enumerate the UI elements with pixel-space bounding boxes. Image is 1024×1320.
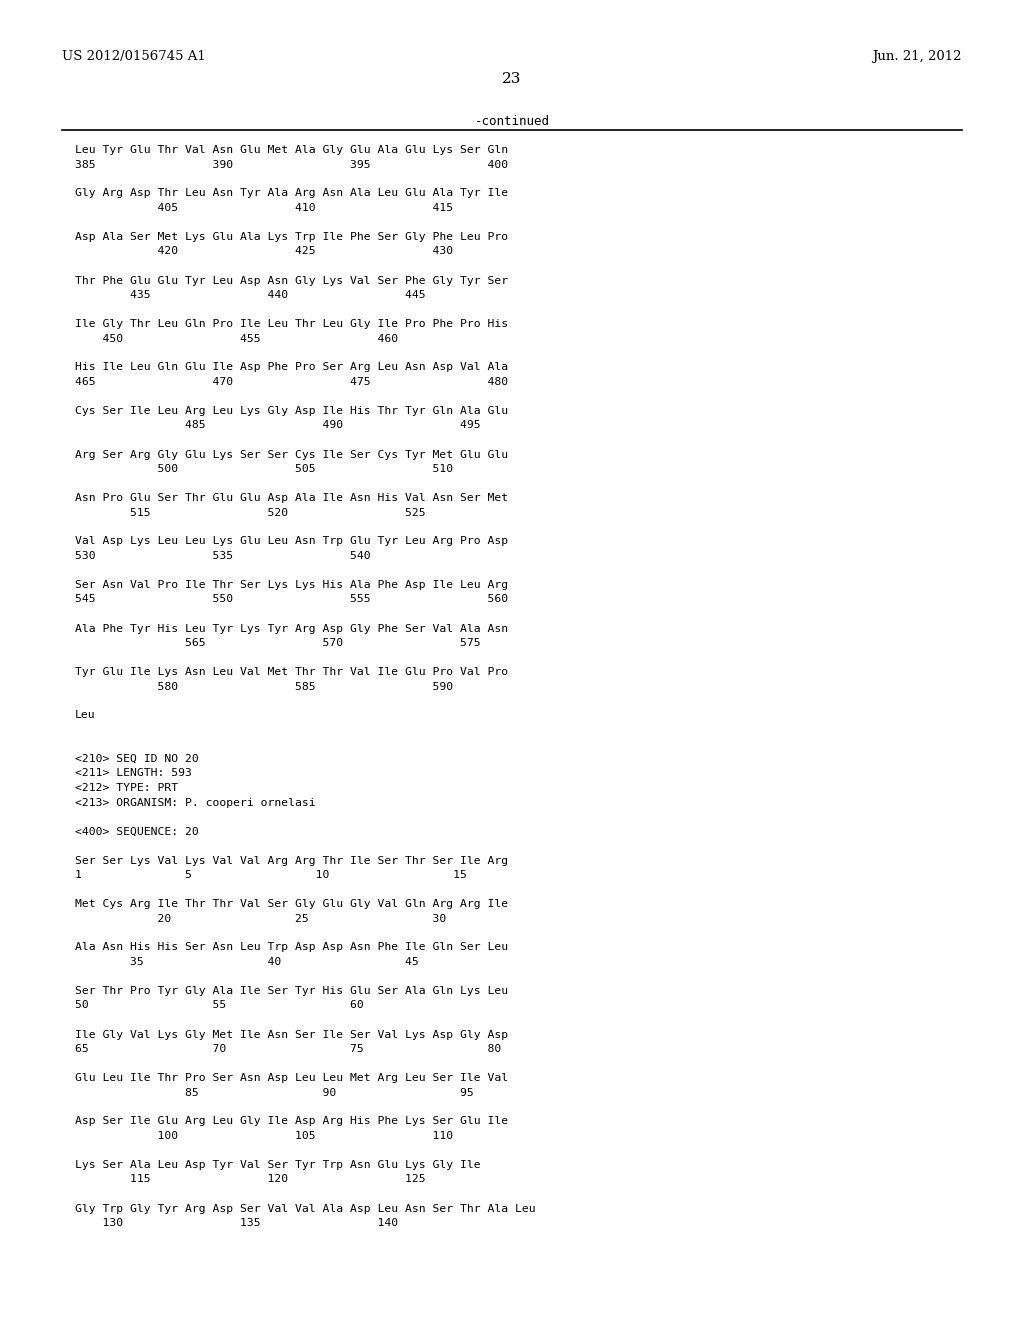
Text: <210> SEQ ID NO 20: <210> SEQ ID NO 20 [75, 754, 199, 764]
Text: 565                 570                 575: 565 570 575 [75, 638, 480, 648]
Text: Asp Ala Ser Met Lys Glu Ala Lys Trp Ile Phe Ser Gly Phe Leu Pro: Asp Ala Ser Met Lys Glu Ala Lys Trp Ile … [75, 232, 508, 242]
Text: 485                 490                 495: 485 490 495 [75, 421, 480, 430]
Text: Val Asp Lys Leu Leu Lys Glu Leu Asn Trp Glu Tyr Leu Arg Pro Asp: Val Asp Lys Leu Leu Lys Glu Leu Asn Trp … [75, 536, 508, 546]
Text: Leu Tyr Glu Thr Val Asn Glu Met Ala Gly Glu Ala Glu Lys Ser Gln: Leu Tyr Glu Thr Val Asn Glu Met Ala Gly … [75, 145, 508, 154]
Text: 20                  25                  30: 20 25 30 [75, 913, 446, 924]
Text: 1               5                  10                  15: 1 5 10 15 [75, 870, 467, 880]
Text: Asp Ser Ile Glu Arg Leu Gly Ile Asp Arg His Phe Lys Ser Glu Ile: Asp Ser Ile Glu Arg Leu Gly Ile Asp Arg … [75, 1117, 508, 1126]
Text: Ser Thr Pro Tyr Gly Ala Ile Ser Tyr His Glu Ser Ala Gln Lys Leu: Ser Thr Pro Tyr Gly Ala Ile Ser Tyr His … [75, 986, 508, 997]
Text: 65                  70                  75                  80: 65 70 75 80 [75, 1044, 502, 1053]
Text: Ala Asn His His Ser Asn Leu Trp Asp Asp Asn Phe Ile Gln Ser Leu: Ala Asn His His Ser Asn Leu Trp Asp Asp … [75, 942, 508, 953]
Text: 530                 535                 540: 530 535 540 [75, 550, 371, 561]
Text: 515                 520                 525: 515 520 525 [75, 507, 426, 517]
Text: Ser Ser Lys Val Lys Val Val Arg Arg Thr Ile Ser Thr Ser Ile Arg: Ser Ser Lys Val Lys Val Val Arg Arg Thr … [75, 855, 508, 866]
Text: Ser Asn Val Pro Ile Thr Ser Lys Lys His Ala Phe Asp Ile Leu Arg: Ser Asn Val Pro Ile Thr Ser Lys Lys His … [75, 579, 508, 590]
Text: 100                 105                 110: 100 105 110 [75, 1131, 454, 1140]
Text: Glu Leu Ile Thr Pro Ser Asn Asp Leu Leu Met Arg Leu Ser Ile Val: Glu Leu Ile Thr Pro Ser Asn Asp Leu Leu … [75, 1073, 508, 1082]
Text: Lys Ser Ala Leu Asp Tyr Val Ser Tyr Trp Asn Glu Lys Gly Ile: Lys Ser Ala Leu Asp Tyr Val Ser Tyr Trp … [75, 1160, 480, 1170]
Text: <211> LENGTH: 593: <211> LENGTH: 593 [75, 768, 191, 779]
Text: Leu: Leu [75, 710, 95, 721]
Text: Asn Pro Glu Ser Thr Glu Glu Asp Ala Ile Asn His Val Asn Ser Met: Asn Pro Glu Ser Thr Glu Glu Asp Ala Ile … [75, 492, 508, 503]
Text: Met Cys Arg Ile Thr Thr Val Ser Gly Glu Gly Val Gln Arg Arg Ile: Met Cys Arg Ile Thr Thr Val Ser Gly Glu … [75, 899, 508, 909]
Text: <213> ORGANISM: P. cooperi ornelasi: <213> ORGANISM: P. cooperi ornelasi [75, 797, 315, 808]
Text: 130                 135                 140: 130 135 140 [75, 1218, 398, 1228]
Text: Ala Phe Tyr His Leu Tyr Lys Tyr Arg Asp Gly Phe Ser Val Ala Asn: Ala Phe Tyr His Leu Tyr Lys Tyr Arg Asp … [75, 623, 508, 634]
Text: 50                  55                  60: 50 55 60 [75, 1001, 364, 1011]
Text: 465                 470                 475                 480: 465 470 475 480 [75, 378, 508, 387]
Text: <212> TYPE: PRT: <212> TYPE: PRT [75, 783, 178, 793]
Text: Ile Gly Val Lys Gly Met Ile Asn Ser Ile Ser Val Lys Asp Gly Asp: Ile Gly Val Lys Gly Met Ile Asn Ser Ile … [75, 1030, 508, 1040]
Text: Gly Arg Asp Thr Leu Asn Tyr Ala Arg Asn Ala Leu Glu Ala Tyr Ile: Gly Arg Asp Thr Leu Asn Tyr Ala Arg Asn … [75, 189, 508, 198]
Text: 23: 23 [503, 73, 521, 86]
Text: Ile Gly Thr Leu Gln Pro Ile Leu Thr Leu Gly Ile Pro Phe Pro His: Ile Gly Thr Leu Gln Pro Ile Leu Thr Leu … [75, 319, 508, 329]
Text: 580                 585                 590: 580 585 590 [75, 681, 454, 692]
Text: 435                 440                 445: 435 440 445 [75, 290, 426, 300]
Text: 85                  90                  95: 85 90 95 [75, 1088, 474, 1097]
Text: 450                 455                 460: 450 455 460 [75, 334, 398, 343]
Text: Arg Ser Arg Gly Glu Lys Ser Ser Cys Ile Ser Cys Tyr Met Glu Glu: Arg Ser Arg Gly Glu Lys Ser Ser Cys Ile … [75, 450, 508, 459]
Text: US 2012/0156745 A1: US 2012/0156745 A1 [62, 50, 206, 63]
Text: Thr Phe Glu Glu Tyr Leu Asp Asn Gly Lys Val Ser Phe Gly Tyr Ser: Thr Phe Glu Glu Tyr Leu Asp Asn Gly Lys … [75, 276, 508, 285]
Text: <400> SEQUENCE: 20: <400> SEQUENCE: 20 [75, 826, 199, 837]
Text: 35                  40                  45: 35 40 45 [75, 957, 419, 968]
Text: Jun. 21, 2012: Jun. 21, 2012 [872, 50, 962, 63]
Text: 500                 505                 510: 500 505 510 [75, 465, 454, 474]
Text: -continued: -continued [474, 115, 550, 128]
Text: 420                 425                 430: 420 425 430 [75, 247, 454, 256]
Text: Tyr Glu Ile Lys Asn Leu Val Met Thr Thr Val Ile Glu Pro Val Pro: Tyr Glu Ile Lys Asn Leu Val Met Thr Thr … [75, 667, 508, 677]
Text: 115                 120                 125: 115 120 125 [75, 1175, 426, 1184]
Text: 405                 410                 415: 405 410 415 [75, 203, 454, 213]
Text: Gly Trp Gly Tyr Arg Asp Ser Val Val Ala Asp Leu Asn Ser Thr Ala Leu: Gly Trp Gly Tyr Arg Asp Ser Val Val Ala … [75, 1204, 536, 1213]
Text: His Ile Leu Gln Glu Ile Asp Phe Pro Ser Arg Leu Asn Asp Val Ala: His Ile Leu Gln Glu Ile Asp Phe Pro Ser … [75, 363, 508, 372]
Text: Cys Ser Ile Leu Arg Leu Lys Gly Asp Ile His Thr Tyr Gln Ala Glu: Cys Ser Ile Leu Arg Leu Lys Gly Asp Ile … [75, 407, 508, 416]
Text: 545                 550                 555                 560: 545 550 555 560 [75, 594, 508, 605]
Text: 385                 390                 395                 400: 385 390 395 400 [75, 160, 508, 169]
